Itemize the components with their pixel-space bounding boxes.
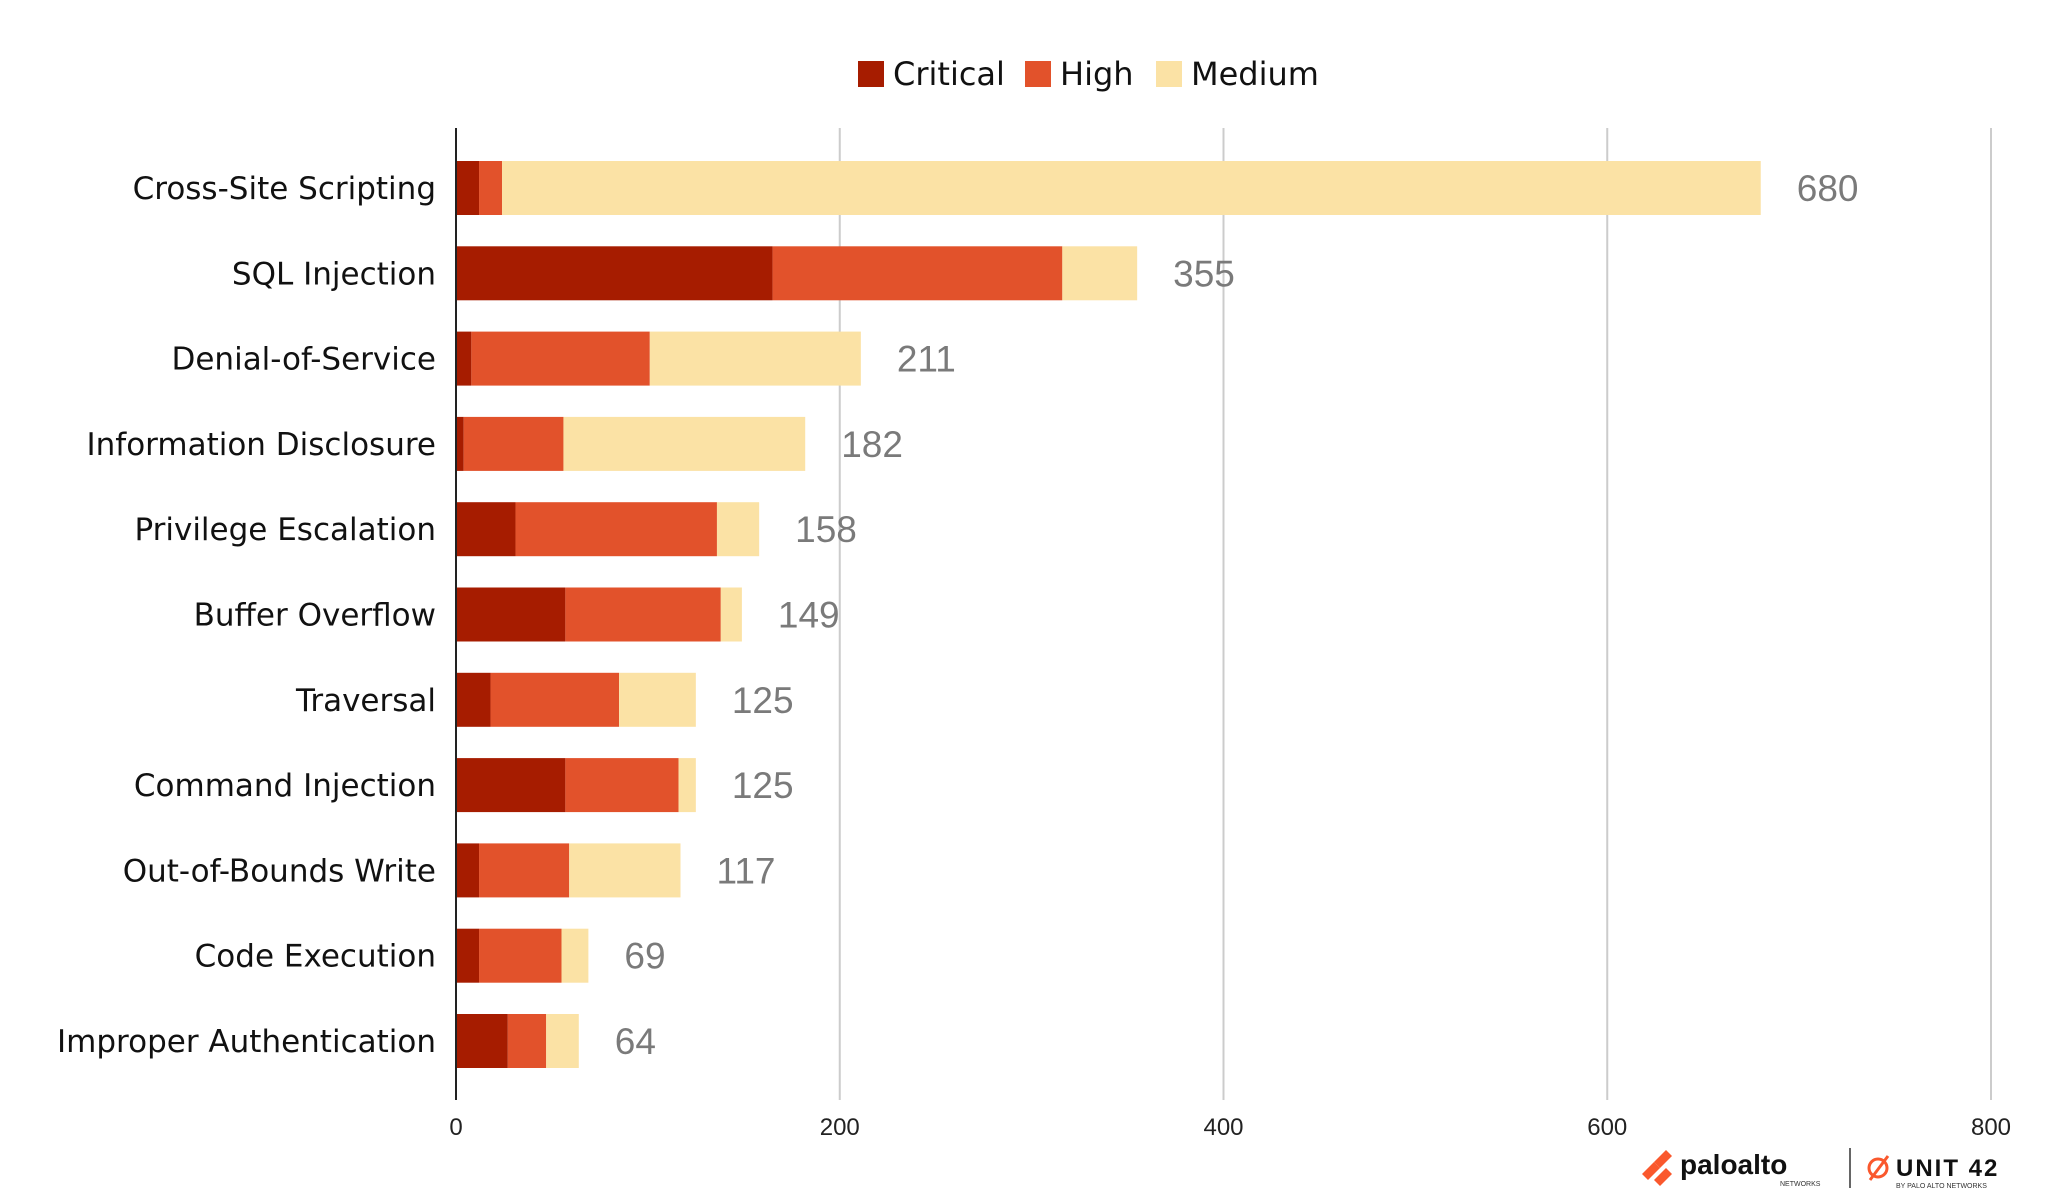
x-tick-label: 800 bbox=[1971, 1114, 2011, 1141]
bar-segment-medium bbox=[561, 928, 589, 983]
legend: Critical High Medium bbox=[858, 55, 1319, 93]
bar-segment-medium bbox=[619, 672, 696, 727]
bar-segment-critical bbox=[456, 502, 516, 557]
total-label: 125 bbox=[732, 765, 794, 806]
bar-segment-high bbox=[772, 246, 1063, 301]
total-label: 69 bbox=[624, 936, 665, 977]
bar-segment-critical bbox=[456, 1014, 508, 1068]
total-label: 211 bbox=[897, 339, 956, 380]
total-label: 355 bbox=[1173, 253, 1235, 294]
gridlines bbox=[838, 128, 1992, 1100]
category-label: Out-of-Bounds Write bbox=[123, 853, 436, 889]
category-label: Information Disclosure bbox=[87, 427, 437, 463]
bar-segment-medium bbox=[502, 161, 1761, 215]
bar-segment-medium bbox=[649, 331, 861, 386]
bar-segment-medium bbox=[563, 416, 806, 471]
bars bbox=[456, 161, 1761, 1068]
total-label: 117 bbox=[716, 850, 775, 891]
bar-segment-critical bbox=[456, 331, 472, 386]
category-label: Command Injection bbox=[134, 768, 436, 804]
total-label: 158 bbox=[795, 509, 857, 550]
total-label: 680 bbox=[1797, 168, 1859, 209]
total-label: 149 bbox=[778, 595, 840, 636]
logo-primary-sub: NETWORKS bbox=[1780, 1181, 1821, 1188]
bar-segment-high bbox=[565, 758, 679, 813]
total-labels: 680 355 211 182 158 149 125 125 117 69 64 bbox=[615, 168, 1859, 1062]
legend-label-critical: Critical bbox=[893, 55, 1005, 93]
total-label: 125 bbox=[732, 680, 794, 721]
bar-segment-high bbox=[479, 928, 562, 983]
logo-secondary-sub: BY PALO ALTO NETWORKS bbox=[1896, 1183, 1987, 1190]
bar-segment-critical bbox=[456, 246, 773, 301]
bar-segment-critical bbox=[456, 758, 566, 813]
bar-segment-medium bbox=[678, 758, 696, 813]
paloalto-logo-icon bbox=[1642, 1150, 1672, 1186]
bar-segment-high bbox=[565, 587, 721, 642]
category-label: Denial-of-Service bbox=[171, 342, 436, 378]
category-label: Traversal bbox=[295, 683, 436, 719]
bar-segment-medium bbox=[569, 843, 681, 898]
category-label: SQL Injection bbox=[232, 256, 436, 292]
x-axis-ticks: 0 200 400 600 800 bbox=[449, 1114, 2011, 1141]
x-tick-label: 200 bbox=[820, 1114, 860, 1141]
legend-swatch-high bbox=[1025, 61, 1051, 87]
branding: paloalto NETWORKS UNIT 42 BY PALO ALTO N… bbox=[1642, 1148, 1999, 1190]
bar-segment-critical bbox=[456, 672, 491, 727]
bar-segment-critical bbox=[456, 587, 566, 642]
legend-swatch-medium bbox=[1156, 61, 1182, 87]
legend-swatch-critical bbox=[858, 61, 884, 87]
bar-segment-medium bbox=[1062, 246, 1138, 301]
logo-secondary-text: UNIT 42 bbox=[1896, 1155, 1999, 1182]
category-label: Buffer Overflow bbox=[194, 598, 436, 634]
bar-segment-high bbox=[490, 672, 620, 727]
total-label: 182 bbox=[841, 424, 903, 465]
x-tick-label: 400 bbox=[1203, 1114, 1243, 1141]
bar-segment-critical bbox=[456, 928, 480, 983]
bar-segment-medium bbox=[720, 587, 742, 642]
category-label: Privilege Escalation bbox=[134, 512, 436, 548]
category-labels: Cross-Site Scripting SQL Injection Denial-… bbox=[57, 171, 436, 1060]
bar-segment-high bbox=[507, 1014, 547, 1068]
category-label: Cross-Site Scripting bbox=[133, 171, 436, 207]
bar-segment-critical bbox=[456, 843, 480, 898]
category-label: Improper Authentication bbox=[57, 1024, 436, 1060]
legend-label-medium: Medium bbox=[1191, 55, 1319, 93]
x-tick-label: 0 bbox=[449, 1114, 462, 1141]
bar-segment-high bbox=[515, 502, 717, 557]
bar-segment-critical bbox=[456, 161, 480, 215]
legend-label-high: High bbox=[1060, 55, 1134, 93]
bar-segment-high bbox=[463, 416, 564, 471]
x-tick-label: 600 bbox=[1587, 1114, 1627, 1141]
category-label: Code Execution bbox=[195, 939, 436, 975]
bar-segment-high bbox=[479, 161, 503, 215]
total-label: 64 bbox=[615, 1021, 656, 1062]
logo-primary-text: paloalto bbox=[1680, 1149, 1787, 1180]
bar-segment-critical bbox=[456, 416, 464, 471]
unit42-logo-icon bbox=[1867, 1155, 1890, 1181]
bar-segment-high bbox=[471, 331, 650, 386]
bar-segment-high bbox=[479, 843, 570, 898]
bar-segment-medium bbox=[546, 1014, 579, 1068]
bar-segment-medium bbox=[716, 502, 760, 557]
